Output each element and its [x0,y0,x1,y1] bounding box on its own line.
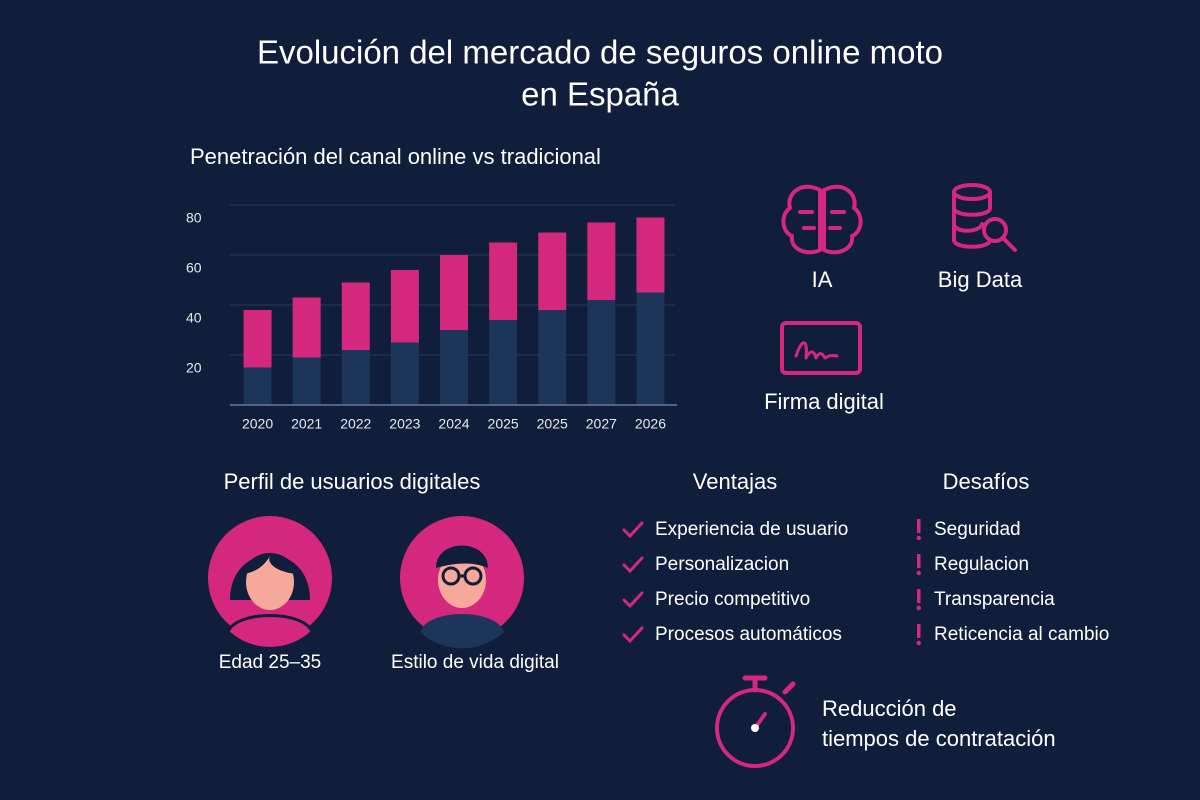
check-icon [622,626,644,644]
bar-segment [341,282,370,350]
bar-segment [587,222,616,300]
bar-segment [292,357,321,405]
x-tick-label: 2025 [488,416,519,432]
bar-segment [489,320,518,405]
alert-icon [917,554,921,568]
bar-segment [292,297,321,358]
bar-segment [538,232,567,310]
alert-icon [916,535,921,541]
feature-label: Firma digital [764,389,884,414]
x-tick-label: 2021 [291,416,322,432]
x-tick-label: 2024 [438,416,469,432]
check-icon [622,556,644,574]
feature-label: Big Data [938,267,1023,292]
avatar-woman [208,516,332,650]
advantage-item: Personalizacion [655,554,789,575]
avatar-man [400,516,524,649]
challenge-item: Reticencia al cambio [934,624,1109,645]
alert-icon [917,589,921,603]
check-icon [622,591,644,609]
y-tick-label: 60 [186,260,202,276]
x-tick-label: 2027 [586,416,617,432]
section-title: Desafíos [943,469,1030,494]
challenge-item: Regulacion [934,554,1029,575]
y-tick-label: 20 [186,360,202,376]
brain-icon [781,184,863,255]
bar-segment [243,367,272,405]
y-tick-label: 40 [186,310,202,326]
section-title: Ventajas [693,469,777,494]
title: en España [521,76,679,113]
bar-segment [390,270,419,343]
bar-segment [489,242,518,320]
alert-icon [917,519,921,533]
section-title: Perfil de usuarios digitales [224,469,481,494]
alert-icon [917,624,921,638]
x-tick-label: 2025 [537,416,568,432]
bar-segment [390,342,419,405]
user-label: Estilo de vida digital [391,652,559,673]
database-icon [952,183,1017,252]
challenge-item: Seguridad [934,519,1021,540]
advantage-item: Procesos automáticos [655,624,842,645]
highlight: tiempos de contratación [822,726,1056,751]
chart-title: Penetración del canal online vs tradicio… [190,144,601,169]
challenge-item: Transparencia [934,589,1055,610]
feature-label: IA [812,267,833,292]
x-tick-label: 2022 [340,416,371,432]
bar-segment [538,310,567,405]
bar-segment [636,292,665,405]
signature-icon [780,321,862,375]
x-tick-label: 2026 [635,416,666,432]
stopwatch-center [751,724,759,732]
check-icon [622,521,644,539]
bar-segment [636,217,665,293]
y-tick-label: 80 [186,210,202,226]
advantage-item: Precio competitivo [655,589,810,610]
lists: Experiencia de usuario Personalizacion Pre… [622,519,1109,646]
bar-segment [440,255,468,330]
alert-icon [916,605,921,611]
highlight: Reducción de [822,696,957,721]
chart: 20 40 60 80 2020 2021 2022 2023 2024 2025 2025 2027… [186,204,675,432]
bar-segment [440,330,468,405]
x-tick-label: 2023 [389,416,420,432]
title: Evolución del mercado de seguros online … [257,34,943,71]
advantage-item: Experiencia de usuario [655,519,848,540]
bar-segment [243,310,272,368]
bar-segment [587,300,616,405]
x-tick-label: 2020 [242,416,273,432]
bar-segment [341,350,370,405]
alert-icon [916,570,921,576]
alert-icon [916,640,921,646]
user-label: Edad 25–35 [219,652,322,673]
